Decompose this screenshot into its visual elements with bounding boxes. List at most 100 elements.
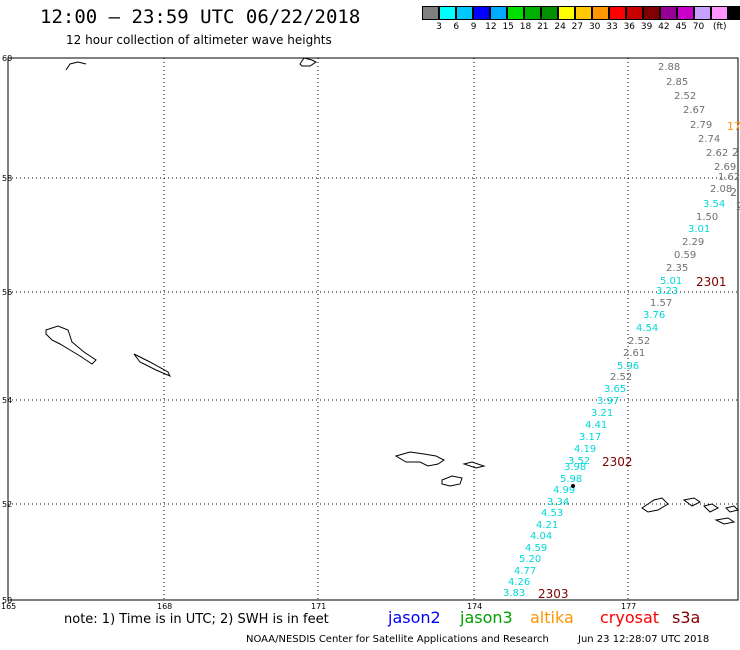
track-value: 4.77: [514, 566, 536, 577]
island-aleutian-3: [703, 503, 719, 513]
longitude-label: 168: [157, 602, 172, 611]
legend-swatch: [677, 6, 694, 20]
track-value: 3.21: [591, 408, 613, 419]
legend-swatch: [592, 6, 609, 20]
longitude-label: 171: [311, 602, 326, 611]
coastline-top-mid: [299, 57, 317, 67]
legend-swatch: [575, 6, 592, 20]
track-value: 3.97: [597, 396, 619, 407]
track-value: 2.52: [674, 91, 696, 102]
longitude-label: 174: [467, 602, 482, 611]
island-aleutian-2: [682, 497, 701, 507]
track-value: 2.79: [690, 120, 712, 131]
track-value: 5.01: [660, 276, 682, 287]
legend-label: 33: [606, 22, 618, 32]
latitude-label: 60: [2, 54, 12, 63]
legend-label: 30: [588, 22, 601, 32]
track-value: 3.76: [643, 310, 665, 321]
legend-swatch: [524, 6, 541, 20]
island-small-east: [462, 461, 486, 469]
legend-label: 15: [502, 22, 514, 32]
island-small-west: [133, 353, 172, 377]
color-scale-unit: (ft): [713, 22, 727, 32]
legend-swatch: [541, 6, 558, 20]
legend-swatch: [660, 6, 677, 20]
track-value: 2.29: [682, 237, 704, 248]
track-value: 4.53: [541, 508, 563, 519]
track-value: 4.41: [585, 420, 607, 431]
legend-label: 45: [675, 22, 687, 32]
legend-label: 70: [692, 22, 705, 32]
latitude-label: 56: [2, 288, 12, 297]
track-value: 4.26: [508, 577, 530, 588]
latitude-label: 54: [2, 396, 12, 405]
legend-swatch: [694, 6, 711, 20]
legend-swatch: [473, 6, 490, 20]
satellite-name: s3a: [672, 608, 701, 627]
track-value: 2.74: [698, 134, 720, 145]
satellite-name: jason2: [388, 608, 441, 627]
track-value: 2.67: [683, 105, 705, 116]
track-value-edge: 2: [732, 146, 739, 159]
track-value: 3.34: [547, 497, 569, 508]
track-value: 2.35: [666, 263, 688, 274]
track-value: 2.61: [623, 348, 645, 359]
island-st-matthew: [45, 325, 97, 365]
latitude-label: 50: [2, 596, 12, 605]
legend-swatch: [626, 6, 643, 20]
track-value: 3.83: [503, 588, 525, 599]
track-value: 3.17: [579, 432, 601, 443]
latitude-label: 58: [2, 174, 12, 183]
track-value: 2.62: [706, 148, 728, 159]
legend-swatch: [439, 6, 456, 20]
legend-swatch: [643, 6, 660, 20]
track-value: 2.85: [666, 77, 688, 88]
satellite-name: cryosat: [600, 608, 660, 627]
satellite-name: altika: [530, 608, 574, 627]
track-value: 1.50: [696, 212, 718, 223]
track-point-marker: [571, 484, 575, 488]
track-value: 3.98: [564, 462, 586, 473]
track-value: 2.69: [714, 162, 736, 173]
legend-swatch: [490, 6, 507, 20]
island-aleutian-5: [725, 505, 739, 513]
map-grid: [7, 57, 739, 601]
track-value-edge: 17: [727, 120, 740, 133]
altimeter-track-values: 2.88 2.85 2.52 2.67 2.79 2.74 2.62 2.691.622.08…: [503, 62, 740, 601]
legend-swatch: [456, 6, 473, 20]
legend-label: 39: [640, 22, 653, 32]
legend-swatch: [609, 6, 626, 20]
legend-label: 24: [554, 22, 566, 32]
pass-label: 2301: [696, 275, 727, 289]
legend-label: 12: [485, 22, 497, 32]
satellite-name: jason3: [460, 608, 513, 627]
track-value: 3.52: [568, 456, 590, 467]
track-value: 3.01: [688, 224, 710, 235]
track-value: 2.08: [710, 184, 732, 195]
legend-swatch: [711, 6, 728, 20]
track-value: 5.96: [617, 361, 639, 372]
island-mid-east: [441, 475, 463, 487]
track-value: 4.99: [553, 485, 575, 496]
track-value: 1.62: [718, 172, 740, 183]
legend-swatch: [422, 6, 439, 20]
track-value: 2.52: [628, 336, 650, 347]
track-value: 5.98: [560, 474, 582, 485]
legend-label: 36: [623, 22, 636, 32]
track-value: 4.54: [636, 323, 658, 334]
island-pribilof-east: [394, 451, 445, 467]
longitude-label: 177: [621, 602, 636, 611]
track-value: 0.59: [674, 250, 696, 261]
coastlines: [45, 57, 739, 525]
track-value: 5.20: [519, 554, 541, 565]
legend-label: 21: [537, 22, 549, 32]
track-value: 4.59: [525, 543, 547, 554]
island-aleutian-4: [714, 517, 736, 525]
footer-timestamp: Jun 23 12:28:07 UTC 2018: [578, 634, 710, 645]
track-value: 3.54: [703, 199, 725, 210]
pass-label: 2302: [602, 455, 633, 469]
legend-label: 42: [658, 22, 670, 32]
track-value-edge: 2: [736, 200, 740, 213]
